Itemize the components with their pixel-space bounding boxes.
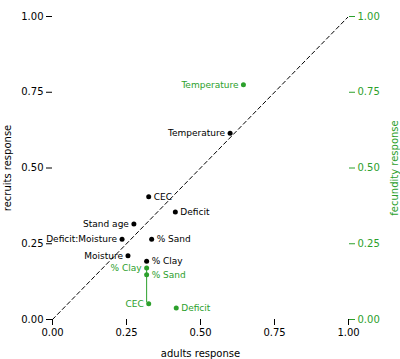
svg-text:1.00: 1.00 — [358, 11, 380, 22]
svg-text:Deficit: Deficit — [181, 303, 211, 313]
svg-text:0.50: 0.50 — [189, 327, 211, 338]
svg-text:Moisture: Moisture — [84, 251, 123, 261]
svg-text:0.75: 0.75 — [21, 86, 43, 97]
svg-text:Deficit: Deficit — [180, 207, 210, 217]
svg-text:1.00: 1.00 — [337, 327, 359, 338]
svg-text:Deficit:Moisture: Deficit:Moisture — [46, 234, 117, 244]
svg-text:0.00: 0.00 — [41, 327, 63, 338]
svg-text:CEC: CEC — [154, 192, 172, 202]
svg-text:% Clay: % Clay — [152, 256, 184, 266]
svg-text:Temperature: Temperature — [167, 128, 225, 138]
svg-text:0.00: 0.00 — [21, 314, 43, 325]
svg-text:% Sand: % Sand — [152, 270, 186, 280]
svg-text:0.75: 0.75 — [263, 327, 285, 338]
svg-text:Temperature: Temperature — [180, 80, 238, 90]
svg-text:0.75: 0.75 — [358, 86, 380, 97]
svg-text:0.50: 0.50 — [21, 162, 43, 173]
svg-text:Stand age: Stand age — [83, 219, 129, 229]
svg-text:1.00: 1.00 — [21, 11, 43, 22]
svg-text:fecundity response: fecundity response — [389, 120, 400, 215]
svg-text:0.00: 0.00 — [358, 314, 380, 325]
svg-text:0.50: 0.50 — [358, 162, 380, 173]
svg-text:0.25: 0.25 — [115, 327, 137, 338]
svg-text:CEC: CEC — [125, 299, 143, 309]
svg-text:recruits response: recruits response — [2, 125, 13, 212]
svg-text:% Sand: % Sand — [157, 234, 191, 244]
svg-text:% Clay: % Clay — [111, 263, 143, 273]
svg-text:0.25: 0.25 — [358, 238, 380, 249]
svg-text:adults response: adults response — [161, 348, 240, 359]
svg-text:0.25: 0.25 — [21, 238, 43, 249]
